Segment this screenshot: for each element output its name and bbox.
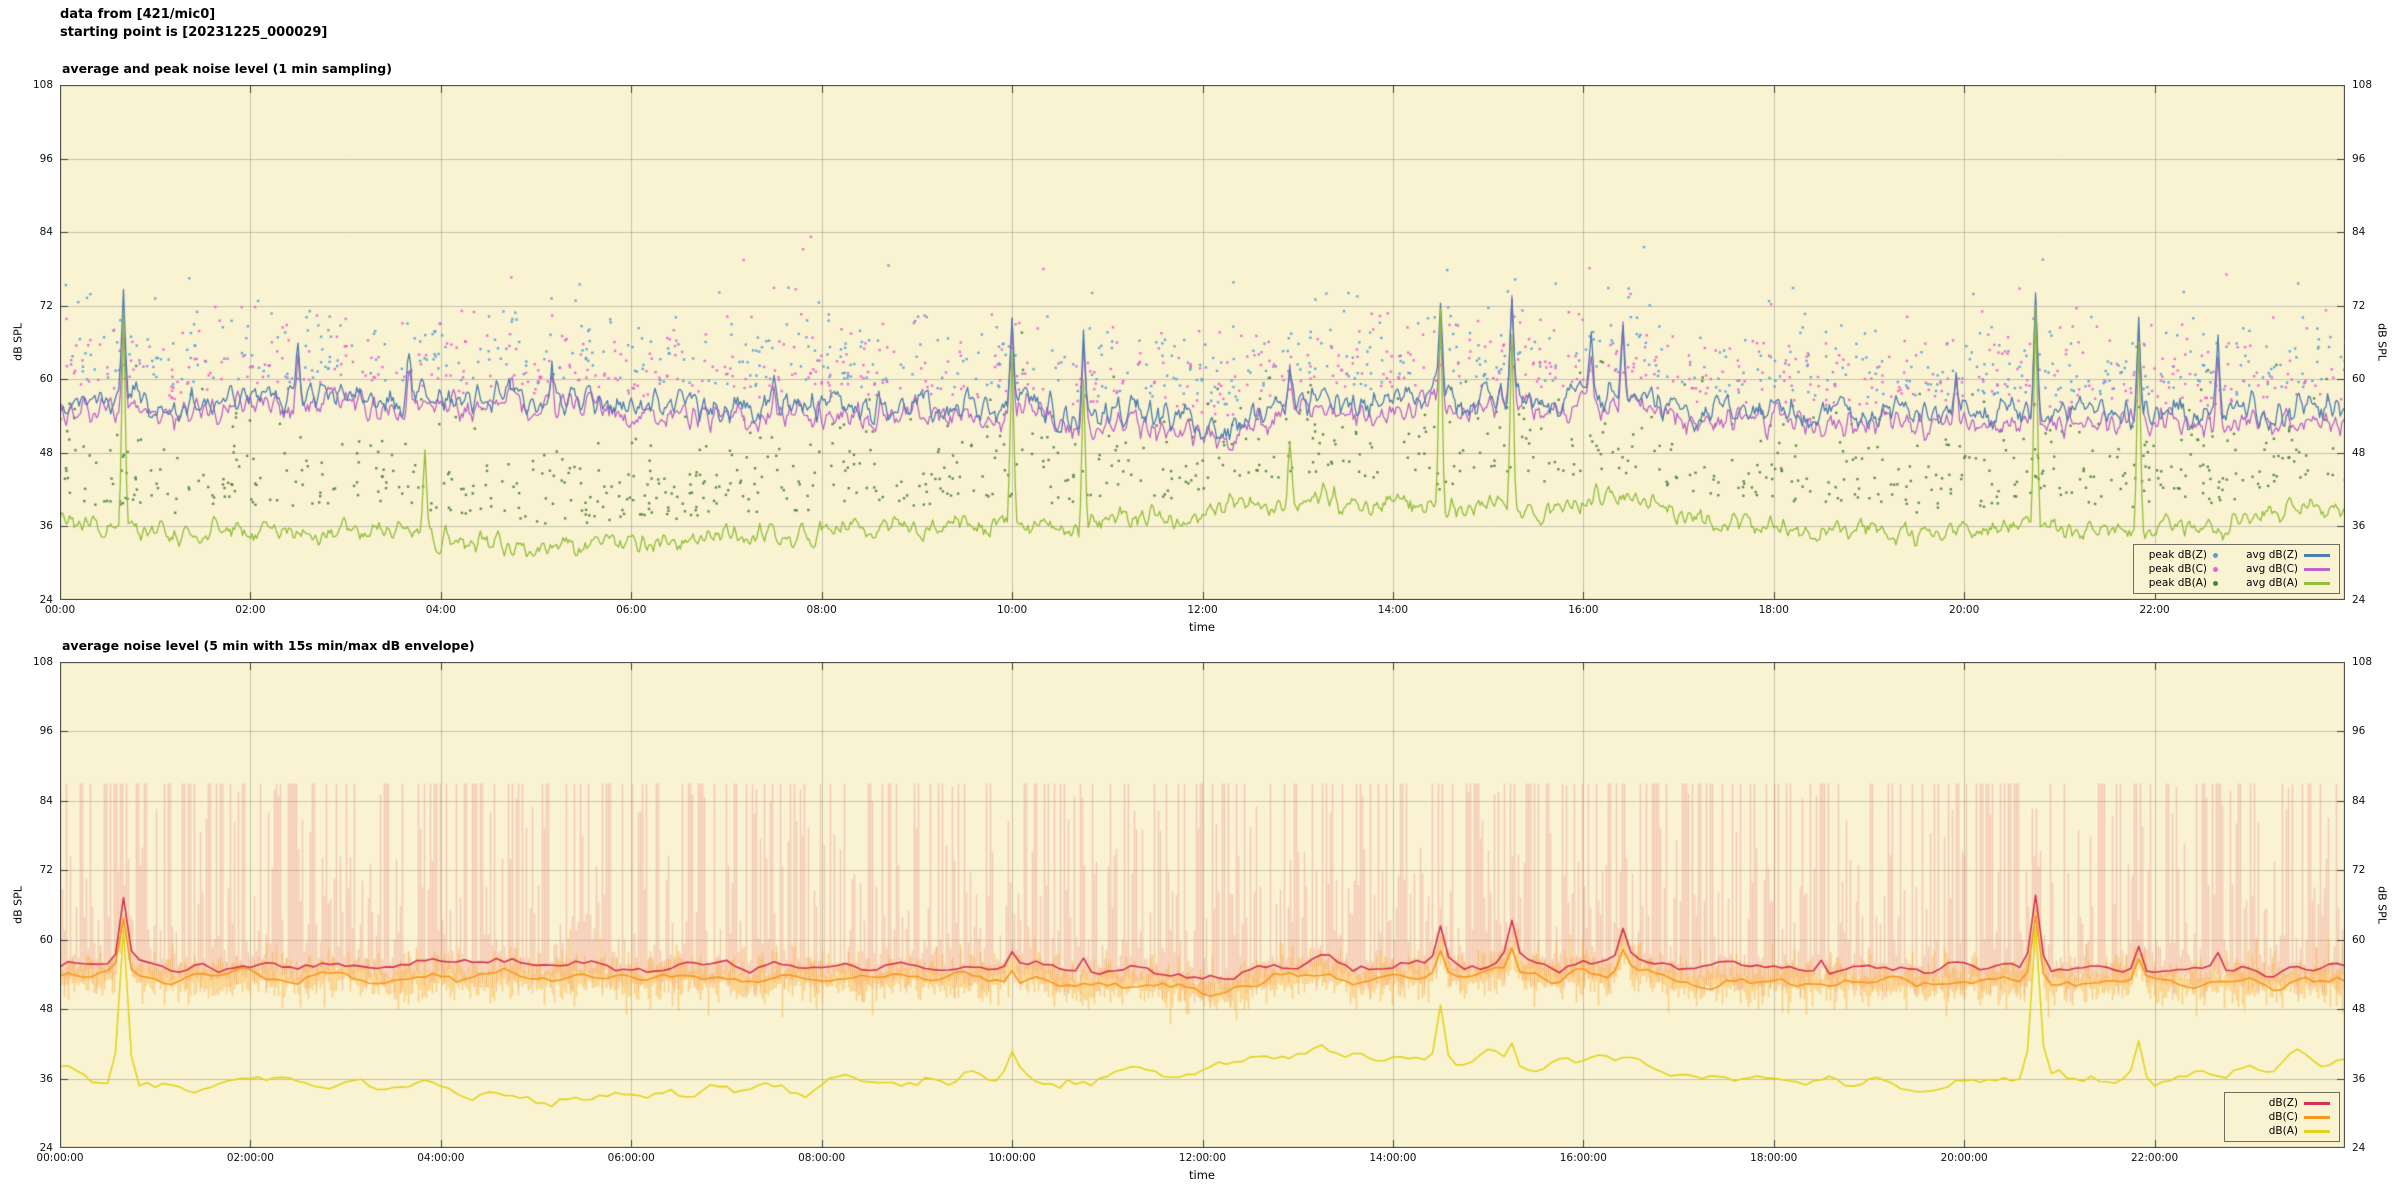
x-tick-label: 20:00:00 [1940, 1152, 1988, 1164]
y-tick-label-left: 60 [39, 933, 53, 946]
legend-line-sample-icon [2304, 581, 2330, 585]
legend-label: avg dB(Z) [2246, 549, 2298, 561]
chart1-plot-canvas [60, 85, 2345, 600]
legend-line-sample-icon [2304, 1101, 2330, 1105]
y-tick-label-right: 24 [2352, 594, 2366, 606]
y-tick-label-left: 36 [39, 520, 53, 533]
x-tick-label: 18:00 [1758, 604, 1789, 616]
chart1-title: average and peak noise level (1 min samp… [62, 61, 392, 76]
y-tick-label-right: 72 [2352, 299, 2366, 312]
chart2-ylabel-right: dB SPL [2375, 886, 2389, 924]
x-tick-label: 18:00:00 [1750, 1152, 1798, 1164]
legend-line-sample-icon [2304, 553, 2330, 557]
chart2-ylabel-left: dB SPL [11, 886, 25, 924]
y-tick-label-left: 96 [39, 725, 53, 738]
y-tick-label-left: 72 [39, 864, 53, 877]
y-tick-label-left: 72 [39, 299, 53, 312]
chart1-ylabel-right: dB SPL [2375, 323, 2389, 361]
chart2-xlabel: time [1189, 1168, 1215, 1182]
header-source-line: data from [421/mic0] [60, 7, 216, 22]
legend-entry: avg dB(Z) [2234, 549, 2330, 561]
legend-label: avg dB(C) [2245, 563, 2298, 575]
y-tick-label-left: 96 [39, 152, 53, 165]
y-tick-label-left: 36 [39, 1072, 53, 1085]
x-tick-label: 10:00:00 [988, 1152, 1036, 1164]
y-tick-label-right: 96 [2352, 152, 2366, 165]
x-tick-label: 00:00:00 [36, 1152, 84, 1164]
y-tick-label-right: 72 [2352, 864, 2366, 877]
x-tick-label: 12:00 [1187, 604, 1218, 616]
x-tick-label: 06:00:00 [607, 1152, 655, 1164]
x-tick-label: 04:00:00 [417, 1152, 465, 1164]
y-tick-label-right: 48 [2352, 1003, 2366, 1016]
legend-label: dB(A) [2268, 1125, 2298, 1137]
chart1-xlabel: time [1189, 620, 1215, 634]
y-tick-label-right: 24 [2352, 1142, 2366, 1154]
x-tick-label: 16:00 [1568, 604, 1599, 616]
chart2-title: average noise level (5 min with 15s min/… [62, 638, 475, 653]
y-tick-label-left: 48 [39, 1003, 53, 1016]
legend-entry: avg dB(A) [2234, 577, 2330, 589]
x-tick-label: 22:00 [2139, 604, 2170, 616]
legend-entry: dB(A) [2234, 1125, 2330, 1137]
chart1-ylabel-left: dB SPL [11, 323, 25, 361]
header: data from [421/mic0] starting point is [… [60, 6, 327, 41]
x-tick-label: 04:00 [425, 604, 456, 616]
y-tick-label-right: 84 [2352, 226, 2366, 239]
x-tick-label: 20:00 [1949, 604, 1980, 616]
x-tick-label: 22:00:00 [2130, 1152, 2179, 1164]
legend-dot-sample-icon [2213, 552, 2218, 558]
legend-entry: dB(Z) [2234, 1097, 2330, 1109]
x-tick-label: 02:00 [235, 604, 266, 616]
legend-entry: dB(C) [2234, 1111, 2330, 1123]
legend-entry: peak dB(C) [2143, 563, 2218, 575]
chart2-legend: dB(Z) dB(C) dB(A) [2224, 1092, 2340, 1142]
y-tick-label-left: 84 [39, 226, 53, 239]
x-tick-label: 16:00:00 [1559, 1152, 1607, 1164]
y-tick-label-right: 96 [2352, 725, 2366, 738]
y-tick-label-left: 60 [39, 373, 53, 386]
legend-entry: peak dB(Z) [2143, 549, 2218, 561]
header-start-line: starting point is [20231225_000029] [60, 24, 328, 40]
y-tick-label-left: 48 [39, 446, 53, 459]
chart2-plot-canvas [60, 662, 2345, 1148]
x-tick-label: 12:00:00 [1178, 1152, 1227, 1164]
x-tick-label: 10:00 [996, 604, 1028, 616]
y-tick-label-right: 36 [2352, 520, 2366, 533]
legend-entry: peak dB(A) [2143, 577, 2218, 589]
legend-entry: avg dB(C) [2234, 563, 2330, 575]
legend-label: peak dB(A) [2148, 577, 2207, 589]
y-tick-label-left: 24 [39, 594, 53, 606]
legend-label: peak dB(C) [2148, 563, 2207, 575]
legend-label: dB(Z) [2268, 1097, 2298, 1109]
chart1-legend: peak dB(Z) peak dB(C) peak dB(A) avg dB(Z) a… [2133, 544, 2340, 594]
y-tick-label-right: 60 [2352, 373, 2366, 386]
x-tick-label: 02:00:00 [226, 1152, 274, 1164]
y-tick-label-right: 108 [2352, 656, 2373, 668]
y-tick-label-right: 48 [2352, 446, 2366, 459]
legend-line-sample-icon [2304, 1115, 2330, 1119]
x-tick-label: 08:00:00 [798, 1152, 846, 1164]
x-tick-label: 14:00:00 [1369, 1152, 1417, 1164]
y-tick-label-left: 84 [39, 794, 53, 807]
legend-line-sample-icon [2304, 1129, 2330, 1133]
legend-label: dB(C) [2268, 1111, 2298, 1123]
legend-label: avg dB(A) [2246, 577, 2298, 589]
x-tick-label: 06:00 [616, 604, 647, 616]
y-tick-label-left: 24 [39, 1142, 53, 1154]
legend-label: peak dB(Z) [2148, 549, 2207, 561]
legend-line-sample-icon [2304, 567, 2330, 571]
x-tick-label: 14:00 [1377, 604, 1409, 616]
y-tick-label-left: 108 [32, 79, 53, 91]
y-tick-label-right: 84 [2352, 794, 2366, 807]
x-tick-label: 00:00 [44, 604, 76, 616]
y-tick-label-right: 60 [2352, 933, 2366, 946]
y-tick-label-right: 36 [2352, 1072, 2366, 1085]
legend-dot-sample-icon [2213, 580, 2218, 586]
x-tick-label: 08:00 [806, 604, 837, 616]
legend-dot-sample-icon [2213, 566, 2218, 572]
y-tick-label-right: 108 [2352, 79, 2373, 91]
y-tick-label-left: 108 [32, 656, 53, 668]
